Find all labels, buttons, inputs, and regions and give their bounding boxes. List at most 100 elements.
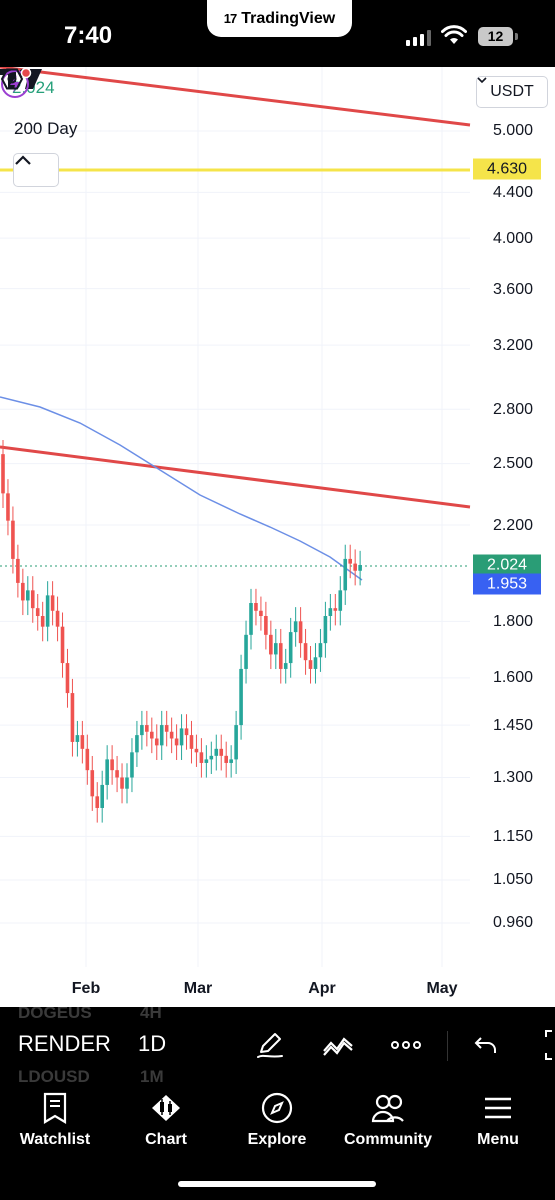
moving-average-line bbox=[0, 396, 363, 581]
app-indicator-pill[interactable]: 17 TradingView bbox=[207, 0, 352, 37]
app-indicator-label: TradingView bbox=[241, 9, 336, 27]
symbol-selector[interactable]: RENDER bbox=[18, 1031, 111, 1056]
candle-body bbox=[264, 616, 268, 635]
candle-body bbox=[254, 603, 258, 611]
price-tick: 2.200 bbox=[492, 517, 533, 534]
tab-label: Chart bbox=[145, 1131, 187, 1148]
compass-icon bbox=[261, 1092, 293, 1124]
interval-selector[interactable]: 1D bbox=[138, 1031, 167, 1056]
price-tick: 3.200 bbox=[492, 337, 533, 354]
candle-body bbox=[348, 558, 352, 564]
candle-body bbox=[179, 728, 184, 746]
tab-label: Menu bbox=[477, 1131, 519, 1148]
candle-body bbox=[323, 616, 328, 644]
time-tick: May bbox=[426, 980, 458, 997]
chart-grid bbox=[0, 67, 470, 967]
battery-nub bbox=[515, 33, 518, 40]
candle-body bbox=[358, 565, 362, 571]
candle-body bbox=[60, 626, 65, 664]
last-price-tag: 2.024 bbox=[473, 554, 541, 576]
price-tick: 0.960 bbox=[492, 914, 533, 931]
candle-body bbox=[95, 796, 100, 808]
candle-body bbox=[85, 748, 90, 771]
ghost-symbol-next: LDOUSD bbox=[18, 1067, 90, 1085]
pen-icon bbox=[257, 1033, 283, 1058]
candle-body bbox=[249, 603, 253, 635]
price-tick: 1.800 bbox=[492, 613, 533, 630]
candle-body bbox=[174, 738, 179, 746]
collapse-legend-button[interactable] bbox=[13, 153, 59, 187]
chart-settings-icon[interactable] bbox=[0, 67, 24, 91]
price-tick: 2.800 bbox=[492, 401, 533, 418]
candle-body bbox=[50, 595, 55, 611]
candle-body bbox=[125, 777, 129, 789]
candle-body bbox=[338, 590, 343, 611]
candles-layer bbox=[1, 439, 362, 823]
candle-body bbox=[1, 454, 5, 494]
undo-icon bbox=[474, 1037, 496, 1053]
candle-body bbox=[288, 632, 293, 664]
ghost-symbol-prev: DOGEUS bbox=[18, 1007, 92, 1022]
candle-body bbox=[105, 759, 109, 785]
price-tick: 1.300 bbox=[492, 769, 533, 786]
trendline-upper bbox=[0, 67, 471, 127]
tab-watchlist[interactable]: Watchlist bbox=[0, 1091, 110, 1149]
tab-label: Explore bbox=[247, 1131, 307, 1148]
candle-body bbox=[219, 748, 224, 756]
candle-body bbox=[333, 608, 338, 611]
tab-label: Community bbox=[344, 1131, 432, 1148]
candle-body bbox=[110, 759, 114, 771]
price-tick: 4.000 bbox=[492, 230, 533, 247]
more-options-button[interactable] bbox=[390, 1029, 422, 1061]
candle-body bbox=[313, 657, 318, 669]
tab-menu[interactable]: Menu bbox=[443, 1091, 553, 1149]
cellular-signal-icon bbox=[406, 30, 432, 46]
tab-explore[interactable]: Explore bbox=[222, 1091, 332, 1149]
hline-price-tag: 4.630 bbox=[473, 158, 541, 180]
tab-chart[interactable]: Chart bbox=[111, 1091, 221, 1149]
candle-body bbox=[229, 759, 233, 763]
menu-icon bbox=[485, 1097, 511, 1119]
undo-button[interactable] bbox=[470, 1029, 502, 1061]
candle-body bbox=[169, 731, 174, 739]
candle-body bbox=[343, 558, 348, 591]
candle-body bbox=[120, 777, 124, 789]
chart-area[interactable]: 2.024 200 Day USDT 5.000 4.400 4.000 3.6… bbox=[0, 67, 555, 1007]
wifi-icon bbox=[441, 25, 467, 44]
candle-body bbox=[11, 520, 15, 559]
chart-toolbar: DOGEUS 4H RENDER 1D LDOUSD 1M bbox=[0, 1007, 555, 1085]
candle-body bbox=[214, 748, 219, 756]
indicators-icon bbox=[323, 1037, 353, 1056]
price-tick: 5.000 bbox=[492, 122, 533, 139]
legend-ma-label: 200 Day bbox=[14, 119, 78, 138]
candle-body bbox=[259, 610, 263, 617]
price-chart[interactable] bbox=[0, 67, 555, 1007]
candle-body bbox=[353, 563, 357, 571]
bottom-tab-bar: Watchlist Chart Explore bbox=[0, 1085, 555, 1200]
candle-body bbox=[184, 728, 189, 736]
tab-community[interactable]: Community bbox=[333, 1091, 443, 1149]
status-time: 7:40 bbox=[64, 22, 113, 49]
candle-body bbox=[150, 731, 154, 739]
candle-body bbox=[159, 725, 164, 746]
trendline-lower bbox=[0, 445, 471, 509]
candle-body bbox=[204, 759, 209, 763]
candle-body bbox=[21, 582, 25, 601]
price-tick: 1.150 bbox=[492, 828, 533, 845]
price-tick: 1.050 bbox=[492, 871, 533, 888]
fullscreen-button[interactable] bbox=[533, 1029, 555, 1061]
currency-select[interactable]: USDT bbox=[476, 76, 548, 108]
candle-body bbox=[244, 634, 248, 669]
candle-body bbox=[100, 784, 104, 808]
drawing-tools-button[interactable] bbox=[254, 1029, 286, 1061]
candle-body bbox=[80, 735, 85, 749]
flash-alert-icon[interactable] bbox=[0, 67, 32, 99]
candle-body bbox=[278, 643, 283, 669]
indicators-button[interactable] bbox=[322, 1029, 354, 1061]
candle-body bbox=[303, 643, 308, 661]
time-tick: Mar bbox=[183, 980, 213, 997]
toolbar-separator bbox=[447, 1031, 448, 1061]
candle-body bbox=[16, 558, 20, 583]
candle-body bbox=[164, 725, 169, 732]
candle-body bbox=[55, 610, 60, 627]
